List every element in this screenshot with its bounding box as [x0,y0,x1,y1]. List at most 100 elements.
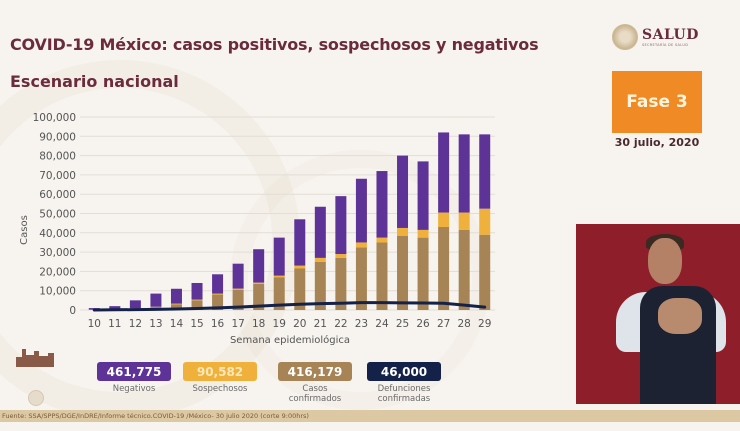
y-tick-label: 30,000 [39,247,76,259]
stat-label: Casos confirmados [288,384,342,404]
y-tick-label: 10,000 [39,286,76,298]
bar-sospechosos [170,303,182,305]
bar-negativos [355,178,367,243]
bar-negativos [212,274,224,294]
bar-casos-confirmados [314,261,326,310]
x-tick-label: 20 [293,318,306,330]
bar-sospechosos [376,237,388,243]
bar-casos-confirmados [232,289,244,310]
x-axis-ticks: 10 11 12 13 14 15 16 17 18 19 20 21 22 23 24 25 26 27 28 29 [88,318,492,330]
bar-sospechosos [314,257,326,262]
phase-badge: Fase 3 [612,71,702,133]
y-tick-label: 90,000 [39,131,76,143]
x-tick-label: 15 [190,318,203,330]
stat-label: Negativos [112,384,156,394]
bar-casos-confirmados [397,235,409,310]
bar-negativos [438,132,450,213]
bar-sospechosos [191,299,203,301]
x-tick-label: 18 [252,318,265,330]
x-tick-label: 12 [129,318,142,330]
bar-sospechosos [438,212,450,228]
page-subtitle: Escenario nacional [10,72,179,91]
x-axis-label: Semana epidemiológica [230,334,350,346]
bar-casos-confirmados [170,304,182,310]
y-tick-label: 70,000 [39,170,76,182]
x-tick-label: 21 [314,318,327,330]
bar-sospechosos [397,227,409,236]
page-title: COVID-19 México: casos positivos, sospec… [10,35,539,54]
gridlines [80,116,495,311]
x-tick-label: 27 [437,318,450,330]
y-axis-label: Casos [19,215,30,245]
bar-negativos [479,134,491,209]
y-tick-label: 0 [69,305,76,317]
bar-sospechosos [232,288,244,290]
seal-icon [28,390,44,406]
bar-sospechosos [417,229,429,238]
source-footer: Fuente: SSA/SPPS/DGE/InDRE/Informe técni… [0,410,740,422]
bar-casos-confirmados [355,247,367,310]
x-tick-label: 23 [355,318,368,330]
logo-subtitle: SECRETARÍA DE SALUD [642,42,689,47]
x-tick-label: 25 [396,318,409,330]
sign-language-interpreter-video [576,224,740,404]
x-tick-label: 19 [273,318,286,330]
y-tick-label: 100,000 [33,112,76,124]
x-tick-label: 16 [211,318,225,330]
stat-defunciones: 46,000 Defunciones confirmadas [367,362,441,404]
x-tick-label: 22 [334,318,347,330]
y-tick-label: 60,000 [39,189,76,201]
salud-logo: SALUD SECRETARÍA DE SALUD [612,24,699,50]
x-tick-label: 14 [170,318,184,330]
bar-casos-confirmados [458,229,470,310]
bar-negativos [191,282,203,300]
bar-sospechosos [253,282,265,284]
x-tick-label: 11 [108,318,121,330]
bar-casos-confirmados [479,234,491,310]
logo-name: SALUD [642,26,699,43]
stat-value: 416,179 [278,362,352,381]
y-tick-label: 20,000 [39,266,76,278]
x-tick-label: 26 [416,318,430,330]
y-tick-label: 40,000 [39,228,76,240]
bar-sospechosos [273,275,285,278]
stat-sospechosos: 90,582 Sospechosos [183,362,257,394]
stat-label: Defunciones confirmadas [377,384,431,404]
city-skyline-icon [16,347,56,367]
bar-negativos [273,237,285,276]
bar-negativos [129,300,141,309]
bar-negativos [397,155,409,228]
bar-negativos [458,134,470,213]
bar-negativos [417,161,429,230]
stat-confirmados: 416,179 Casos confirmados [278,362,352,404]
bar-casos-confirmados [273,277,285,310]
deaths-line [92,301,487,312]
bar-negativos [150,293,162,307]
bar-casos-confirmados [417,237,429,310]
bar-sospechosos [294,265,306,269]
national-seal-icon [612,24,638,50]
bar-negativos [314,206,326,258]
stat-value: 46,000 [367,362,441,381]
bar-sospechosos [212,293,224,295]
bar-casos-confirmados [335,257,347,310]
y-tick-label: 50,000 [39,209,76,221]
y-tick-label: 80,000 [39,151,76,163]
x-tick-label: 28 [457,318,470,330]
bar-negativos [232,263,244,289]
interpreter-head [648,238,682,284]
bar-casos-confirmados [376,242,388,310]
bar-sospechosos [335,254,347,258]
bar-sospechosos [458,212,470,230]
interpreter-hands [658,298,702,334]
stacked-bar-chart: 0 10,000 20,000 30,000 40,000 50,000 60,000 70,… [19,112,495,346]
x-tick-label: 24 [375,318,389,330]
report-date: 30 julio, 2020 [614,136,700,149]
bar-sospechosos [355,242,367,248]
bar-casos-confirmados [253,283,265,310]
stat-negativos: 461,775 Negativos [97,362,171,394]
bar-casos-confirmados [438,227,450,310]
bar-negativos [170,288,182,304]
x-tick-label: 17 [231,318,244,330]
bar-negativos [253,249,265,283]
